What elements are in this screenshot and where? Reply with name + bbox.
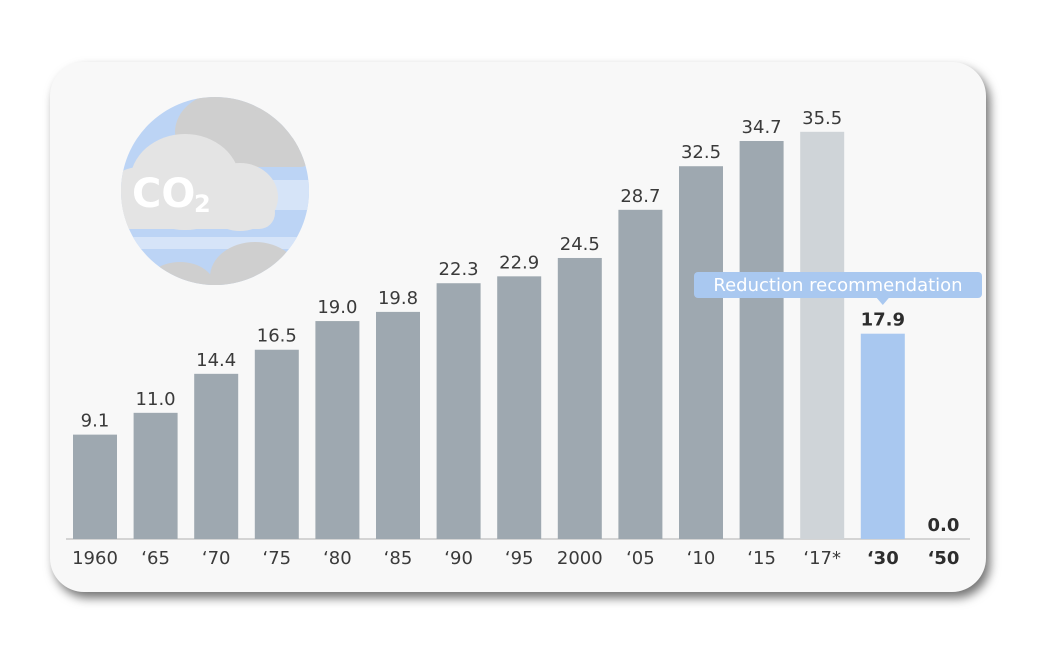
- tick-label-8: 2000: [557, 548, 603, 569]
- value-label-2: 14.4: [196, 350, 236, 371]
- value-label-8: 24.5: [560, 234, 600, 255]
- tick-label-2: ‘70: [202, 548, 231, 569]
- bar-9: [618, 209, 663, 539]
- value-label-14: 0.0: [927, 515, 959, 536]
- tick-label-13: ‘30: [867, 548, 899, 569]
- tick-label-4: ‘80: [323, 548, 352, 569]
- bar-13: [860, 333, 905, 539]
- bar-10: [679, 166, 723, 539]
- co2-label: CO: [132, 171, 195, 217]
- bars-group: [73, 131, 905, 539]
- bar-5: [376, 311, 420, 539]
- bar-6: [436, 283, 481, 539]
- value-label-6: 22.3: [439, 259, 479, 280]
- value-label-12: 35.5: [802, 108, 842, 129]
- annotation-text: Reduction recommendation: [713, 275, 962, 296]
- value-label-3: 16.5: [257, 326, 297, 347]
- bar-4: [315, 321, 360, 539]
- annotation-group: Reduction recommendation: [694, 272, 982, 305]
- tick-label-12: ‘17*: [803, 548, 841, 569]
- tick-label-11: ‘15: [747, 548, 776, 569]
- co2-clouds-icon: CO 2: [121, 97, 309, 285]
- bar-11: [739, 140, 784, 539]
- bar-1: [133, 412, 178, 539]
- value-label-4: 19.0: [317, 297, 357, 318]
- value-label-10: 32.5: [681, 142, 721, 163]
- tick-label-6: ‘90: [444, 548, 473, 569]
- bar-2: [194, 373, 239, 539]
- tick-label-5: ‘85: [384, 548, 413, 569]
- bar-chart: CO 2 9.1 11.0 14.4 16.5 19.0 19.8 22.3 22.9 24.5…: [66, 97, 982, 569]
- tick-labels-group: 1960 ‘65 ‘70 ‘75 ‘80 ‘85 ‘90 ‘95 2000 ‘05 ‘10 ‘15 ‘1…: [72, 548, 959, 569]
- value-label-9: 28.7: [620, 186, 660, 207]
- tick-label-14: ‘50: [927, 548, 959, 569]
- tick-label-0: 1960: [72, 548, 118, 569]
- tick-label-7: ‘95: [505, 548, 534, 569]
- chart-card: CO 2 9.1 11.0 14.4 16.5 19.0 19.8 22.3 22.9 24.5…: [50, 62, 986, 592]
- value-label-13: 17.9: [861, 310, 905, 331]
- value-label-1: 11.0: [136, 389, 176, 410]
- value-label-0: 9.1: [81, 411, 110, 432]
- tick-label-10: ‘10: [687, 548, 716, 569]
- annotation-box: [694, 272, 982, 298]
- value-label-7: 22.9: [499, 252, 539, 273]
- tick-label-3: ‘75: [262, 548, 291, 569]
- value-label-5: 19.8: [378, 288, 418, 309]
- tick-label-1: ‘65: [141, 548, 170, 569]
- value-label-11: 34.7: [742, 117, 782, 138]
- bar-0: [73, 434, 117, 539]
- bar-7: [497, 276, 542, 539]
- annotation-pointer: [876, 298, 889, 305]
- co2-subscript: 2: [194, 190, 211, 218]
- bar-12: [800, 131, 845, 539]
- bar-8: [557, 257, 602, 539]
- tick-label-9: ‘05: [626, 548, 655, 569]
- bar-3: [254, 349, 299, 539]
- value-labels-group: 9.1 11.0 14.4 16.5 19.0 19.8 22.3 22.9 24.5 28.7 3…: [81, 108, 960, 536]
